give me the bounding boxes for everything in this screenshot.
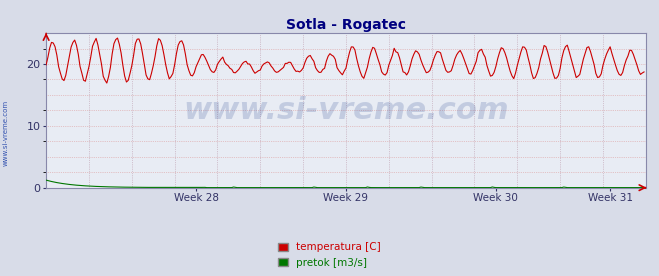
Text: www.si-vreme.com: www.si-vreme.com [183,96,509,125]
Title: Sotla - Rogatec: Sotla - Rogatec [286,18,406,32]
Text: www.si-vreme.com: www.si-vreme.com [2,99,9,166]
Legend: temperatura [C], pretok [m3/s]: temperatura [C], pretok [m3/s] [275,239,384,271]
